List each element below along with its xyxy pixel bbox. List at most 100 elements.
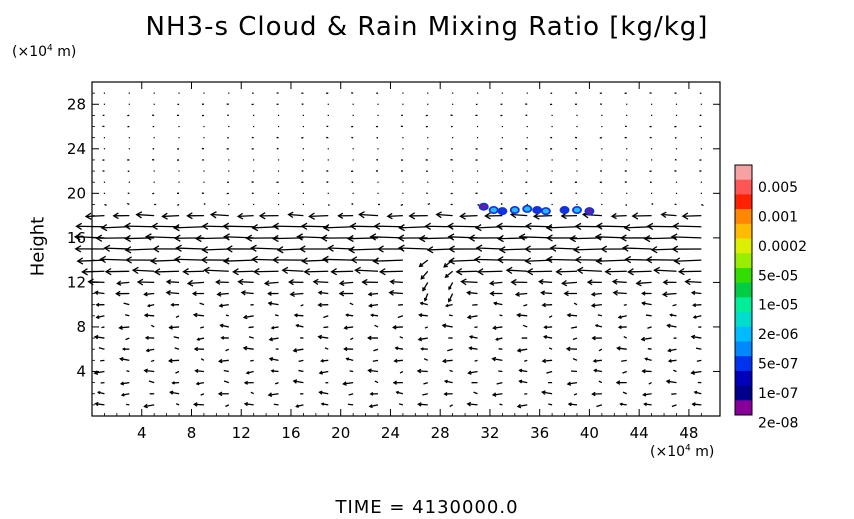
wind-arrowhead <box>631 212 639 220</box>
wind-arrow <box>265 281 279 285</box>
wind-dot <box>352 159 354 161</box>
wind-dot <box>103 181 106 183</box>
wind-arrowhead <box>308 212 315 220</box>
wind-arrowhead <box>473 255 481 264</box>
wind-arrowhead <box>386 212 393 220</box>
wind-arrowhead <box>389 279 395 285</box>
wind-arrowhead <box>610 212 617 220</box>
wind-arrow <box>200 393 205 396</box>
wind-arrowhead <box>555 268 563 276</box>
wind-arrowhead <box>392 325 397 330</box>
time-label: TIME = 4130000.0 <box>335 497 519 518</box>
wind-arrowhead <box>292 348 298 353</box>
cloud-blob <box>533 207 541 213</box>
colorbar-swatch <box>735 238 752 254</box>
wind-arrowhead <box>152 245 160 253</box>
colorbar-swatch <box>735 312 752 328</box>
wind-arrow <box>418 403 428 406</box>
colorbar-swatch <box>735 165 752 181</box>
wind-arrowhead <box>161 212 168 220</box>
wind-arrow <box>474 359 478 362</box>
colorbar-swatch <box>735 253 752 269</box>
wind-arrow <box>701 203 704 207</box>
wind-dot <box>277 159 280 161</box>
wind-arrowhead <box>168 358 173 364</box>
wind-arrow <box>82 270 105 273</box>
wind-arrow <box>166 291 180 295</box>
wind-arrowhead <box>468 346 473 351</box>
wind-arrow <box>598 348 603 352</box>
wind-arrowhead <box>343 346 348 352</box>
wind-arrowhead <box>497 234 504 243</box>
wind-arrow <box>88 281 105 284</box>
wind-arrowhead <box>367 292 373 297</box>
wind-arrow <box>447 348 453 352</box>
wind-arrow <box>150 324 155 328</box>
wind-arrow <box>672 304 677 307</box>
wind-dot <box>551 203 553 206</box>
wind-arrow <box>511 213 528 217</box>
wind-dot <box>501 170 503 172</box>
wind-arrowhead <box>258 212 266 220</box>
wind-dot <box>576 114 578 116</box>
wind-arrowhead <box>295 404 299 408</box>
wind-dot <box>700 103 702 105</box>
wind-arrowhead <box>220 336 225 340</box>
wind-dot <box>626 103 628 105</box>
wind-arrow <box>123 302 130 306</box>
wind-arrowhead <box>673 257 681 265</box>
wind-arrowhead <box>518 233 526 241</box>
wind-arrow <box>642 302 652 306</box>
wind-arrowhead <box>151 222 158 230</box>
wind-arrowhead <box>112 212 119 220</box>
wind-arrowhead <box>322 224 330 232</box>
wind-arrow <box>397 315 404 319</box>
wind-dot <box>277 203 280 206</box>
wind-dot <box>427 181 429 183</box>
wind-arrow <box>641 337 652 341</box>
wind-arrow <box>636 281 652 285</box>
wind-arrowhead <box>692 315 697 319</box>
wind-arrow <box>324 347 329 350</box>
wind-arrowhead <box>476 268 484 276</box>
wind-arrowhead <box>444 273 449 278</box>
wind-dot <box>476 170 479 172</box>
wind-arrow <box>323 226 354 229</box>
wind-arrowhead <box>251 223 259 232</box>
wind-arrow <box>427 202 431 206</box>
wind-arrow <box>500 248 528 251</box>
wind-arrow <box>194 403 204 406</box>
wind-dot <box>452 137 454 139</box>
wind-dot <box>203 181 205 183</box>
wind-arrowhead <box>236 212 244 220</box>
wind-arrow <box>373 348 379 352</box>
wind-arrowhead <box>616 346 621 351</box>
wind-arrowhead <box>645 256 653 264</box>
colorbar-swatch <box>735 356 752 372</box>
wind-arrowhead <box>222 257 230 265</box>
wind-arrow <box>290 292 304 296</box>
wind-arrowhead <box>272 256 279 264</box>
wind-arrow <box>144 292 155 296</box>
wind-arrow <box>300 304 304 307</box>
wind-arrow <box>101 226 130 229</box>
wind-arrow <box>548 315 553 319</box>
wind-arrow <box>243 347 254 350</box>
wind-dot <box>377 103 379 105</box>
wind-arrow <box>225 314 229 317</box>
wind-arrow <box>692 291 702 295</box>
wind-arrow <box>663 292 677 296</box>
wind-arrow <box>225 404 230 408</box>
wind-arrowhead <box>510 278 517 286</box>
wind-dot <box>228 203 230 206</box>
wind-arrow <box>544 335 553 339</box>
wind-arrow <box>85 214 105 218</box>
wind-arrowhead <box>592 358 597 363</box>
wind-arrowhead <box>667 348 672 353</box>
wind-arrowhead <box>125 256 132 264</box>
wind-dot <box>178 125 180 128</box>
wind-arrow <box>374 380 379 384</box>
wind-arrowhead <box>165 290 171 296</box>
wind-arrow <box>77 259 105 262</box>
wind-dot <box>675 181 678 183</box>
